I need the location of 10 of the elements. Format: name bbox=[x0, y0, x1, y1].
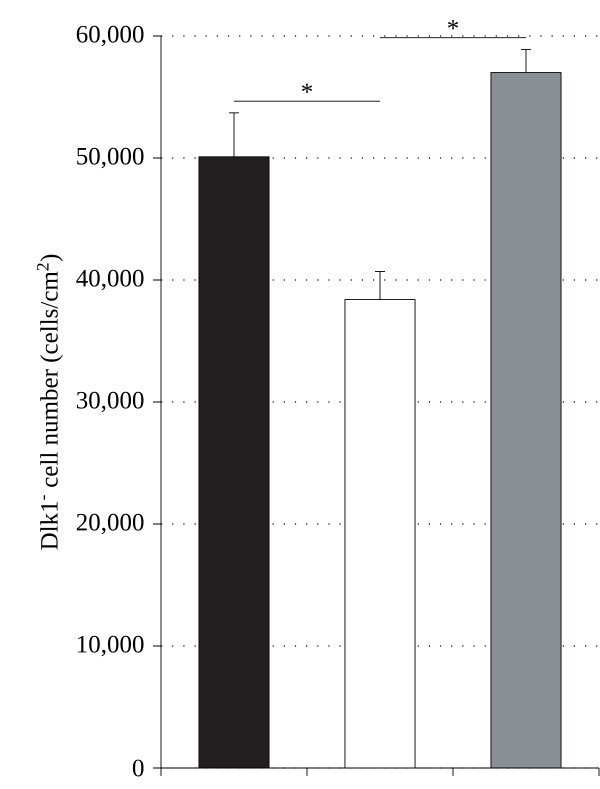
y-axis-title: Dlk1$^{-}$ cell number (cells/cm$^{2}$) bbox=[36, 254, 63, 550]
y-tick-label: 10,000 bbox=[78, 636, 144, 656]
y-tick-label: 20,000 bbox=[76, 514, 144, 534]
y-tick-label: 40,000 bbox=[76, 270, 144, 290]
y-tick-label: 50,000 bbox=[77, 148, 144, 168]
y-tick-label: 30,000 bbox=[76, 392, 144, 412]
y-tick-label: 0 bbox=[132, 760, 144, 776]
y-tick-label: 60,000 bbox=[76, 26, 144, 46]
annotation: * bbox=[302, 84, 312, 93]
text: * bbox=[448, 20, 458, 30]
